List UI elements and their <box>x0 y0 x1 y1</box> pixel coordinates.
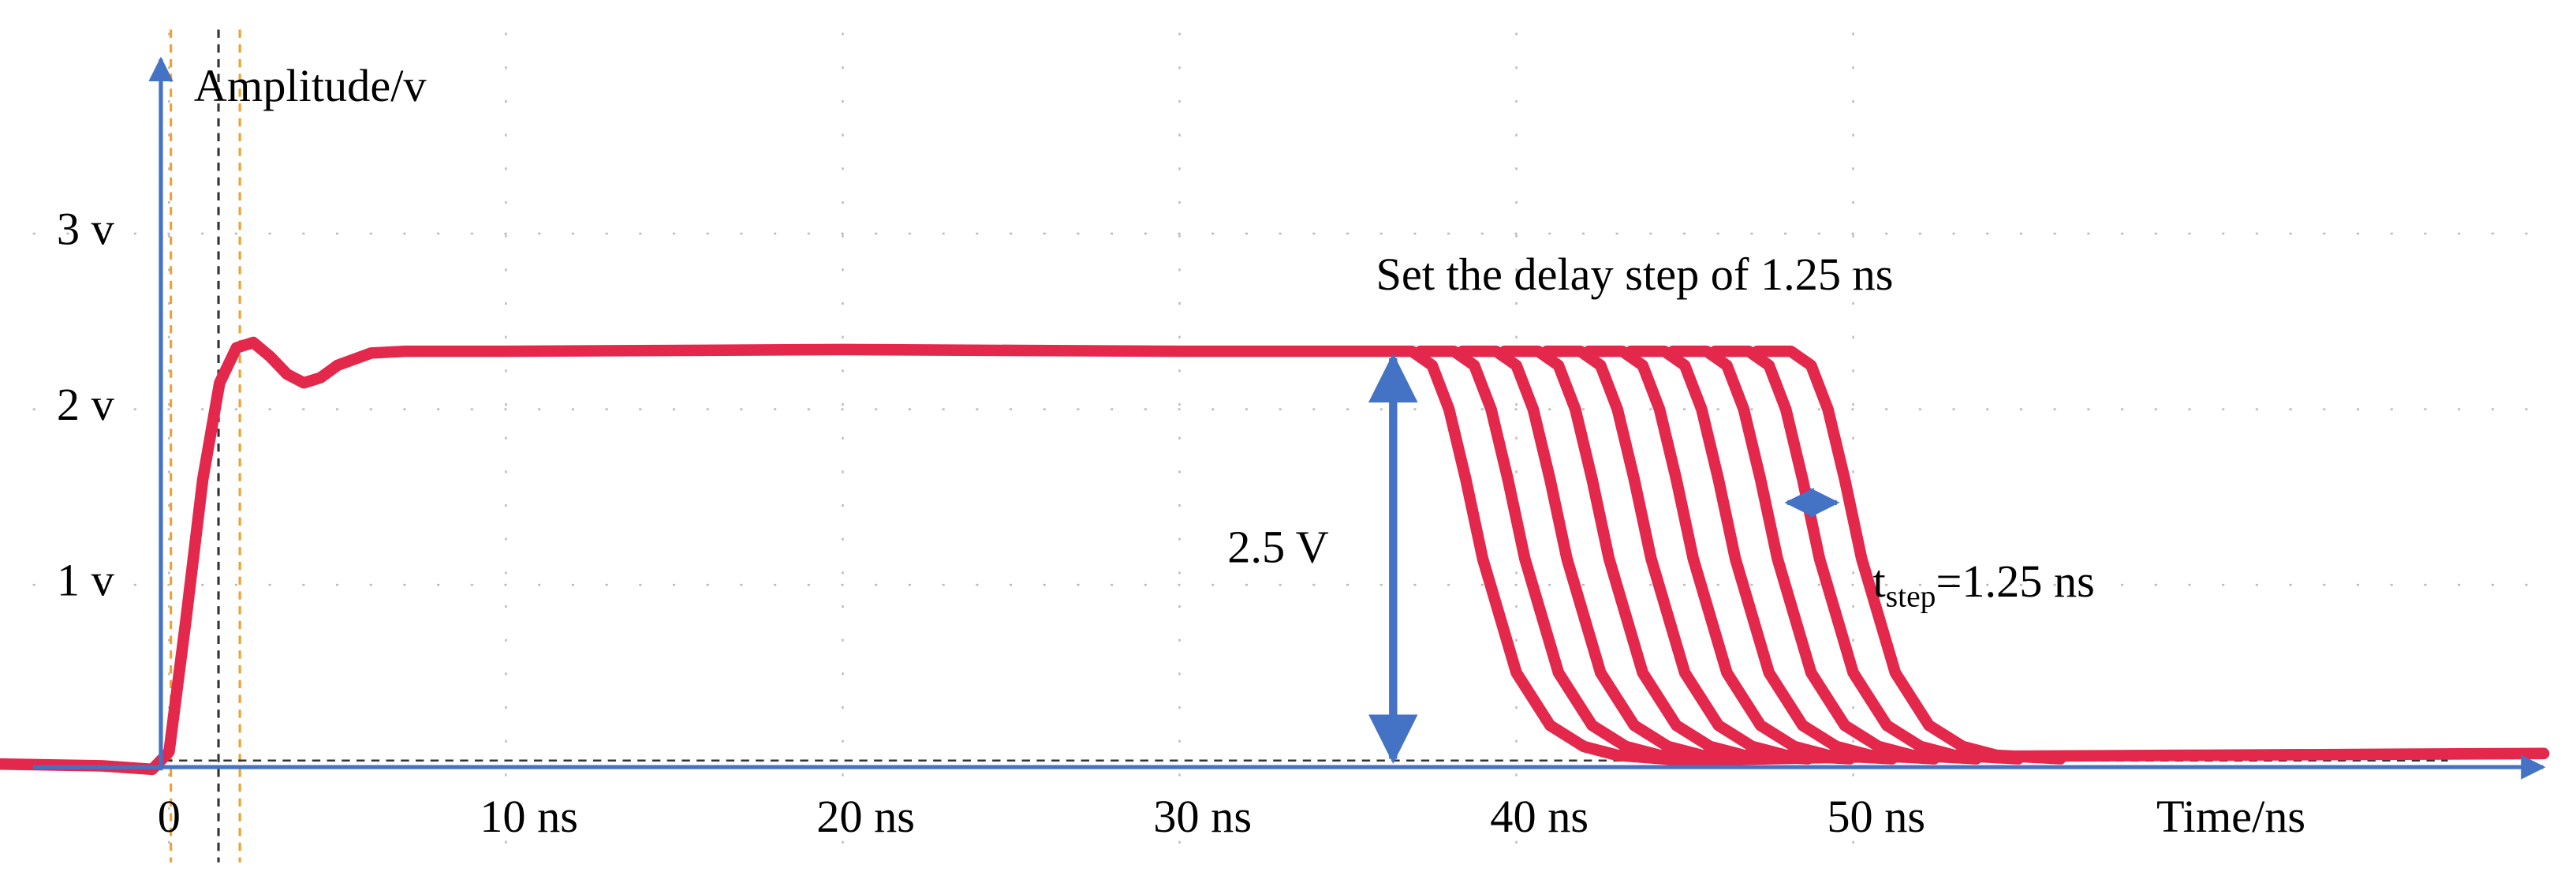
x-tick-label: 10 ns <box>480 791 578 842</box>
waveform <box>1625 345 1940 765</box>
tstep-annotation: tstep=1.25 ns <box>1873 556 2095 613</box>
axes: 0 10 ns 20 ns 30 ns 40 ns 50 ns 1 v 2 v 3 v <box>32 56 2546 842</box>
x-tick-label: 30 ns <box>1153 791 1252 842</box>
waveform <box>1709 345 2025 765</box>
waveform <box>1540 345 1856 765</box>
amplitude-annotation: 2.5 V <box>1227 522 1329 573</box>
waveform <box>1667 345 1982 765</box>
waveform <box>1583 345 1898 765</box>
x-tick-label: 20 ns <box>816 791 915 842</box>
delay-annotation: Set the delay step of 1.25 ns <box>1376 249 1894 300</box>
y-axis-label: Amplitude/v <box>194 60 427 111</box>
tstep-rest: =1.25 ns <box>1936 556 2094 607</box>
tstep-sub: step <box>1886 579 1936 614</box>
x-axis-label: Time/ns <box>2156 791 2305 842</box>
y-tick-label: 2 v <box>57 379 115 430</box>
waveform <box>0 336 2550 776</box>
waveform <box>1751 345 2066 765</box>
y-tick-label: 3 v <box>57 203 115 254</box>
x-tick-label: 40 ns <box>1490 791 1589 842</box>
x-tick-label: 50 ns <box>1827 791 1925 842</box>
series <box>0 336 2550 776</box>
grid <box>32 32 2530 855</box>
waveform <box>1414 345 1730 765</box>
x-tick-label: 0 <box>158 791 181 842</box>
y-tick-label: 1 v <box>57 555 115 606</box>
waveform <box>1499 345 1814 765</box>
tstep-base: t <box>1873 556 1886 607</box>
waveform <box>1456 345 1771 765</box>
